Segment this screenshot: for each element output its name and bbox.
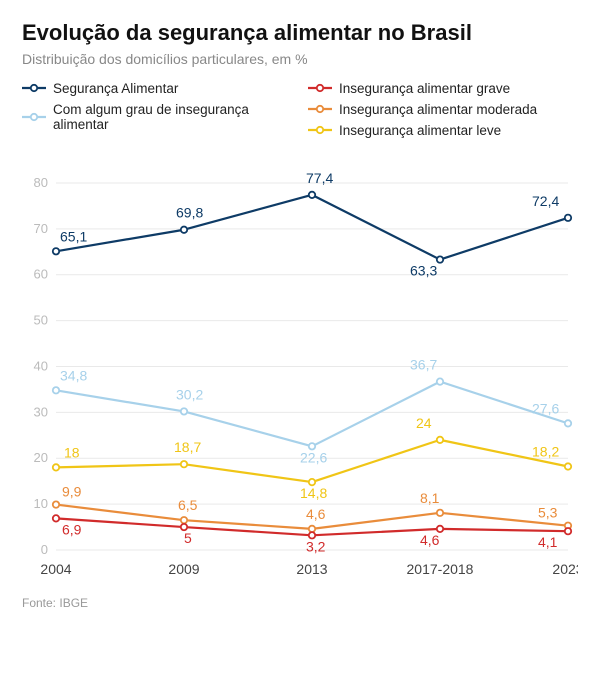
line-chart: 0 10 20 30 40 50 60 70 80 2004 2009 2013 2017-2018 20…: [22, 144, 578, 584]
series-point: [181, 461, 187, 467]
series-line-seguranca: [56, 195, 568, 260]
legend-marker-icon: [22, 82, 46, 94]
series-point: [565, 528, 571, 534]
value-label: 18,7: [174, 439, 201, 455]
series-point: [437, 256, 443, 262]
x-category-label: 2017-2018: [407, 561, 474, 577]
legend-item-leve: Insegurança alimentar leve: [308, 123, 537, 138]
value-label: 18,2: [532, 443, 559, 459]
value-label: 24: [416, 415, 432, 431]
series-point: [437, 437, 443, 443]
legend-marker-icon: [308, 82, 332, 94]
value-label: 3,2: [306, 538, 326, 554]
value-label: 6,9: [62, 521, 82, 537]
series-point: [181, 408, 187, 414]
value-label: 65,1: [60, 228, 87, 244]
y-tick-label: 10: [34, 496, 48, 511]
legend-item-seguranca: Segurança Alimentar: [22, 81, 282, 96]
value-label: 4,6: [306, 506, 326, 522]
x-category-label: 2013: [296, 561, 327, 577]
series-point: [181, 517, 187, 523]
legend-item-moderada: Insegurança alimentar moderada: [308, 102, 537, 117]
value-label: 18: [64, 444, 80, 460]
series-point: [309, 526, 315, 532]
legend-label: Insegurança alimentar leve: [339, 123, 501, 138]
value-label: 69,8: [176, 205, 203, 221]
chart-title: Evolução da segurança alimentar no Brasi…: [22, 20, 578, 47]
legend-label: Segurança Alimentar: [53, 81, 178, 96]
series-point: [53, 248, 59, 254]
source-text: Fonte: IBGE: [22, 596, 578, 610]
value-label: 5: [184, 530, 192, 546]
x-category-label: 2023: [552, 561, 578, 577]
series-point: [53, 464, 59, 470]
series-line-insecuridade_total: [56, 381, 568, 446]
value-label: 4,6: [420, 532, 440, 548]
x-category-label: 2009: [168, 561, 199, 577]
series-point: [53, 387, 59, 393]
legend-marker-icon: [22, 111, 46, 123]
value-label: 8,1: [420, 490, 440, 506]
value-label: 5,3: [538, 505, 558, 521]
y-tick-label: 60: [34, 267, 48, 282]
value-label: 72,4: [532, 193, 559, 209]
series-point: [565, 214, 571, 220]
legend-marker-icon: [308, 124, 332, 136]
y-tick-label: 80: [34, 175, 48, 190]
legend-marker-icon: [308, 103, 332, 115]
value-label: 22,6: [300, 449, 327, 465]
value-label: 36,7: [410, 356, 437, 372]
series-point: [53, 515, 59, 521]
value-label: 34,8: [60, 367, 87, 383]
y-tick-label: 40: [34, 358, 48, 373]
value-label: 14,8: [300, 485, 327, 501]
legend-label: Insegurança alimentar moderada: [339, 102, 537, 117]
series-point: [437, 509, 443, 515]
legend: Segurança Alimentar Com algum grau de ins…: [22, 81, 578, 138]
x-category-label: 2004: [40, 561, 71, 577]
y-tick-label: 20: [34, 450, 48, 465]
legend-item-insecuridade_total: Com algum grau de insegurança alimentar: [22, 102, 282, 132]
y-tick-label: 30: [34, 404, 48, 419]
y-tick-label: 0: [41, 542, 48, 557]
series-point: [437, 378, 443, 384]
series-point: [565, 420, 571, 426]
value-label: 27,6: [532, 400, 559, 416]
series-point: [181, 226, 187, 232]
series-point: [309, 191, 315, 197]
legend-label: Insegurança alimentar grave: [339, 81, 510, 96]
value-label: 6,5: [178, 497, 198, 513]
legend-item-grave: Insegurança alimentar grave: [308, 81, 537, 96]
value-label: 4,1: [538, 534, 558, 550]
legend-label: Com algum grau de insegurança alimentar: [53, 102, 282, 132]
y-tick-label: 50: [34, 312, 48, 327]
y-tick-label: 70: [34, 221, 48, 236]
value-label: 30,2: [176, 386, 203, 402]
value-label: 9,9: [62, 483, 82, 499]
chart-subtitle: Distribuição dos domicílios particulares…: [22, 51, 578, 67]
value-label: 63,3: [410, 262, 437, 278]
series-point: [565, 463, 571, 469]
value-label: 77,4: [306, 170, 333, 186]
series-point: [53, 501, 59, 507]
